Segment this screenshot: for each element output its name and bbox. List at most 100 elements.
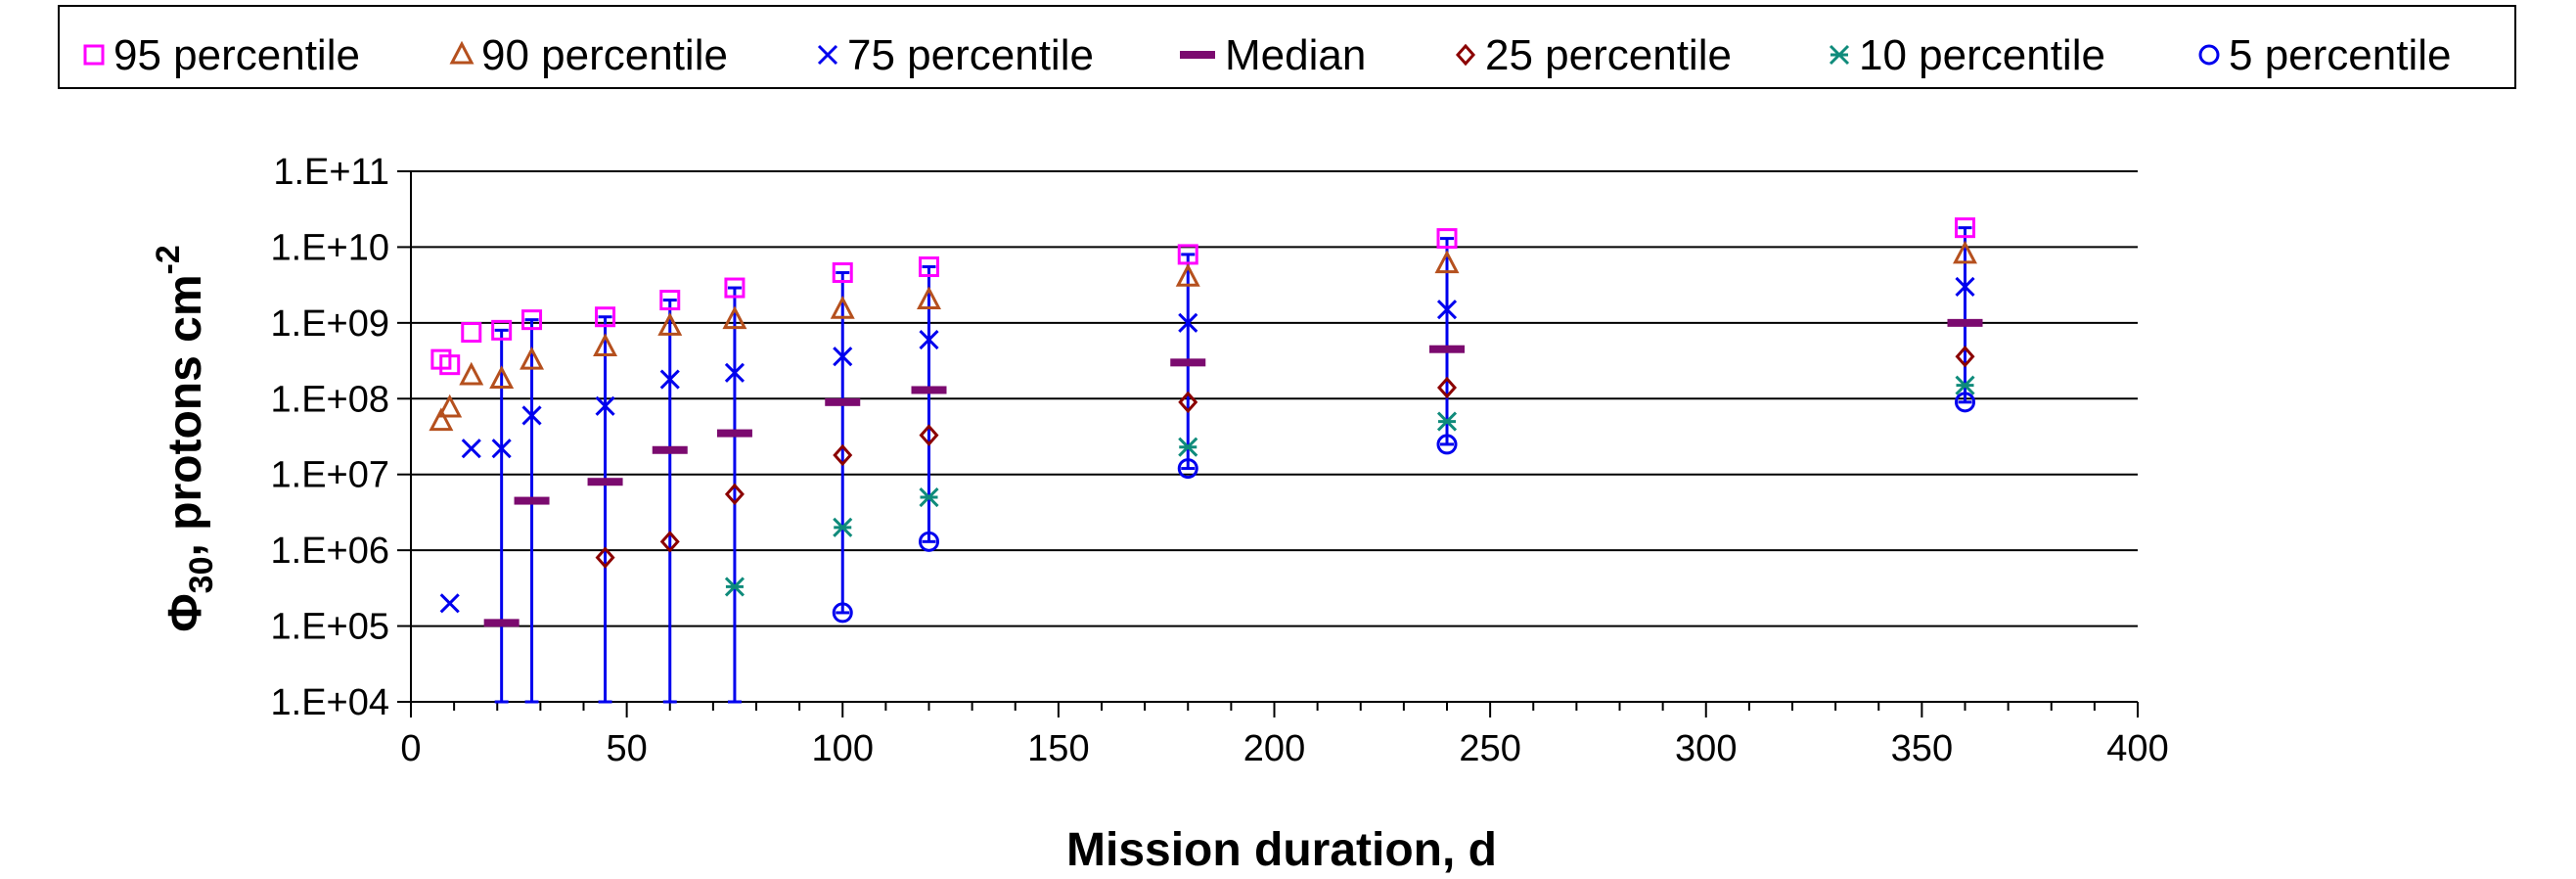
data-point-x: [724, 362, 745, 383]
y-axis-title-text: , protons cm: [159, 274, 211, 556]
data-point-diamond: [724, 483, 745, 506]
y-axis-title: Φ30, protons cm-2: [150, 245, 220, 632]
data-markers: [429, 217, 1983, 627]
y-tick-label: 1.E+10: [271, 227, 390, 268]
data-point-x: [1436, 300, 1458, 320]
error-bar: [1440, 237, 1454, 446]
legend: 95 percentile 90 percentile 75 percentile M…: [58, 5, 2516, 89]
data-point-x: [439, 593, 460, 614]
gridlines: [411, 170, 2138, 627]
error-bars: [494, 226, 1972, 704]
data-point-triangle: [489, 365, 515, 390]
data-point-asterisk: [1436, 411, 1458, 432]
data-point-dash: [1429, 345, 1465, 353]
data-point-square: [724, 277, 746, 299]
error-bar: [727, 286, 742, 704]
data-point-square: [659, 290, 681, 311]
y-tick-label: 1.E+08: [271, 379, 390, 420]
data-point-dash: [1947, 318, 1983, 327]
legend-marker-square: [83, 44, 105, 66]
x-tick-label: 200: [1243, 728, 1305, 769]
data-point-x: [1955, 276, 1975, 297]
data-point-diamond: [1178, 391, 1198, 414]
data-point-square: [919, 256, 939, 278]
data-point-dash: [514, 496, 550, 505]
data-point-circle: [1177, 458, 1198, 480]
data-point-square: [1955, 217, 1975, 239]
legend-box: [58, 5, 2516, 89]
legend-label: 10 percentile: [1859, 31, 2105, 79]
data-point-square: [461, 322, 482, 344]
data-point-circle: [919, 531, 939, 552]
data-point-asterisk: [833, 517, 853, 537]
legend-label: Median: [1225, 31, 1366, 79]
data-point-triangle: [1953, 240, 1977, 264]
data-point-triangle: [1175, 263, 1200, 287]
data-point-square: [1177, 244, 1198, 265]
y-tick-label: 1.E+11: [273, 152, 389, 193]
data-point-asterisk: [1178, 437, 1198, 457]
y-tick-label: 1.E+05: [271, 607, 390, 648]
error-bar: [494, 328, 509, 704]
data-point-square: [595, 306, 616, 328]
data-point-square: [491, 319, 513, 341]
data-point-triangle: [830, 296, 855, 319]
legend-label: 95 percentile: [113, 31, 360, 79]
x-axis-title: Mission duration, d: [1066, 824, 1497, 876]
data-point-diamond: [919, 424, 939, 446]
y-axis-title-superscript: -2: [150, 245, 187, 274]
data-point-circle: [1436, 434, 1458, 455]
x-tick-labels: 0 50 100 150 200 250 300 350 400: [400, 728, 2168, 769]
data-point-x: [521, 405, 542, 426]
y-tick-label: 1.E+06: [271, 531, 390, 572]
data-point-square: [832, 262, 853, 284]
data-point-square: [439, 354, 461, 376]
data-point-dash: [652, 445, 688, 454]
x-tick-label: 300: [1675, 728, 1737, 769]
legend-marker-circle: [2198, 44, 2220, 66]
legend-marker-diamond: [1455, 43, 1476, 67]
data-point-x: [919, 329, 939, 350]
axes: [397, 170, 2139, 717]
data-point-dash: [587, 478, 623, 486]
data-point-triangle: [429, 407, 454, 432]
data-point-asterisk: [724, 577, 745, 597]
data-point-circle: [832, 602, 853, 624]
data-point-diamond: [1436, 376, 1458, 399]
y-tick-labels: 1.E+04 1.E+05 1.E+06 1.E+07 1.E+08 1.E+09 1.E+…: [271, 152, 390, 723]
error-bar: [524, 318, 539, 704]
data-point-x: [1178, 312, 1198, 333]
y-axis-title-subscript: 30: [183, 557, 220, 594]
data-point-dash: [825, 397, 861, 406]
legend-label: 25 percentile: [1485, 31, 1732, 79]
data-point-square: [1436, 228, 1458, 250]
x-tick-label: 350: [1891, 728, 1953, 769]
y-axis-title-symbol: Φ: [159, 593, 211, 631]
x-tick-label: 400: [2106, 728, 2168, 769]
data-point-triangle: [520, 346, 545, 370]
data-point-triangle: [593, 333, 618, 357]
error-bar: [1958, 226, 1972, 404]
legend-marker-asterisk: [1829, 44, 1850, 66]
x-tick-label: 50: [606, 728, 647, 769]
legend-label: 90 percentile: [481, 31, 728, 79]
y-tick-label: 1.E+09: [271, 303, 390, 345]
data-point-circle: [1955, 392, 1975, 413]
error-bar: [836, 271, 850, 615]
plot-area: 0 50 100 150 200 250 300 350 400 1.E+041.E+051.E…: [271, 152, 2169, 769]
x-tick-label: 250: [1459, 728, 1520, 769]
data-point-diamond: [833, 443, 853, 467]
y-tick-label: 1.E+04: [271, 682, 390, 723]
data-point-triangle: [657, 312, 683, 336]
data-point-diamond: [1955, 345, 1975, 368]
data-point-x: [595, 395, 615, 416]
data-point-diamond: [659, 531, 680, 553]
data-point-dash: [716, 429, 752, 438]
data-point-x: [833, 347, 853, 367]
data-point-asterisk: [919, 486, 939, 508]
data-point-square: [521, 309, 543, 331]
data-point-x: [659, 369, 680, 390]
error-bar: [662, 299, 677, 704]
data-point-triangle: [1434, 250, 1460, 274]
data-point-x: [461, 439, 481, 459]
